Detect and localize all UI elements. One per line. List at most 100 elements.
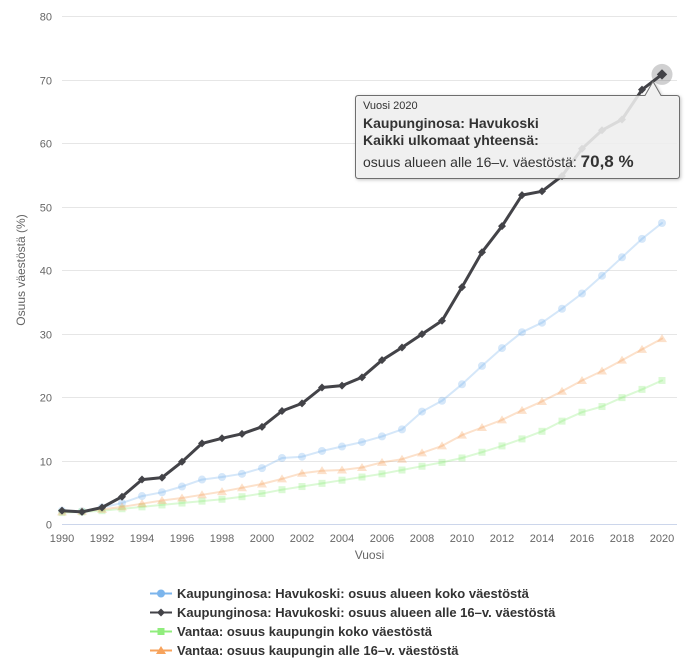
data-point[interactable] (458, 380, 466, 389)
data-point[interactable] (338, 442, 346, 451)
data-point[interactable] (438, 396, 446, 405)
data-point[interactable] (318, 383, 326, 392)
legend-item-2[interactable]: Vantaa: osuus kaupungin koko väestöstä (150, 622, 692, 641)
data-point[interactable] (198, 475, 206, 484)
data-point[interactable] (518, 191, 526, 200)
data-point[interactable] (598, 271, 606, 280)
series-line-0[interactable] (61, 222, 663, 513)
data-point[interactable] (497, 415, 507, 424)
legend-item-1[interactable]: Kaupunginosa: Havukoski: osuus alueen al… (150, 603, 692, 622)
data-point[interactable] (638, 234, 646, 243)
legend-marker-shape[interactable] (156, 646, 166, 654)
data-point[interactable] (318, 479, 326, 487)
data-point[interactable] (478, 248, 486, 257)
data-point[interactable] (397, 454, 407, 463)
data-point[interactable] (238, 429, 246, 438)
legend-marker-shape[interactable] (157, 589, 165, 598)
data-point[interactable] (278, 486, 286, 494)
data-point[interactable] (458, 283, 466, 292)
data-point[interactable] (198, 497, 206, 505)
data-point[interactable] (177, 493, 187, 502)
data-point[interactable] (218, 495, 226, 503)
data-point[interactable] (197, 490, 207, 499)
data-point[interactable] (518, 328, 526, 337)
line-chart-svg[interactable]: 0 10 20 30 40 50 60 70 80 1990 1992 1994 1996 1998 200… (0, 0, 692, 580)
data-point[interactable] (657, 334, 667, 343)
data-point[interactable] (597, 366, 607, 375)
data-point[interactable] (538, 318, 546, 327)
data-point[interactable] (318, 446, 326, 455)
data-point[interactable] (438, 316, 446, 325)
data-point[interactable] (658, 376, 666, 384)
data-point[interactable] (377, 457, 387, 466)
data-point[interactable] (337, 465, 347, 474)
data-point[interactable] (498, 344, 506, 353)
data-point[interactable] (438, 458, 446, 466)
data-point[interactable] (317, 466, 327, 475)
data-point[interactable] (178, 457, 186, 466)
data-point[interactable] (498, 442, 506, 450)
data-point[interactable] (518, 435, 526, 443)
data-point[interactable] (638, 385, 646, 393)
data-point[interactable] (278, 406, 286, 415)
data-point[interactable] (638, 85, 646, 94)
data-point[interactable] (557, 386, 567, 395)
data-point[interactable] (398, 425, 406, 434)
data-point[interactable] (158, 501, 166, 509)
data-point[interactable] (478, 448, 486, 456)
data-point[interactable] (358, 473, 366, 481)
data-point[interactable] (398, 466, 406, 474)
data-point[interactable] (277, 474, 287, 483)
series-line-3[interactable] (61, 337, 663, 513)
data-point[interactable] (298, 483, 306, 491)
data-point[interactable] (418, 407, 426, 416)
data-point[interactable] (457, 430, 467, 439)
data-point[interactable] (138, 503, 146, 511)
data-point[interactable] (517, 405, 527, 414)
data-point[interactable] (658, 219, 666, 228)
data-point[interactable] (238, 493, 246, 501)
data-point[interactable] (237, 483, 247, 492)
data-point[interactable] (118, 492, 126, 501)
legend-item-3[interactable]: Vantaa: osuus kaupungin alle 16–v. väest… (150, 641, 692, 660)
data-point[interactable] (417, 448, 427, 457)
data-point[interactable] (477, 422, 487, 431)
data-point[interactable] (577, 375, 587, 384)
data-point[interactable] (498, 222, 506, 231)
data-point[interactable] (618, 394, 626, 402)
data-point[interactable] (58, 506, 66, 515)
data-point[interactable] (278, 453, 286, 462)
data-point[interactable] (117, 502, 127, 511)
data-point[interactable] (218, 434, 226, 443)
data-point[interactable] (178, 482, 186, 491)
data-point[interactable] (158, 488, 166, 497)
data-point[interactable] (617, 355, 627, 364)
legend-item-0[interactable]: Kaupunginosa: Havukoski: osuus alueen ko… (150, 584, 692, 603)
data-point[interactable] (178, 499, 186, 507)
data-point[interactable] (418, 462, 426, 470)
data-point[interactable] (398, 343, 406, 352)
data-point[interactable] (378, 432, 386, 441)
data-point[interactable] (537, 396, 547, 405)
data-point[interactable] (298, 452, 306, 461)
data-point[interactable] (578, 408, 586, 416)
data-point[interactable] (598, 403, 606, 411)
data-point[interactable] (258, 422, 266, 431)
data-point[interactable] (478, 361, 486, 370)
data-point[interactable] (138, 475, 146, 484)
data-point[interactable] (118, 505, 126, 513)
data-point[interactable] (538, 427, 546, 435)
data-point[interactable] (118, 499, 126, 508)
data-point[interactable] (297, 468, 307, 477)
data-point[interactable] (157, 496, 167, 505)
data-point[interactable] (198, 439, 206, 448)
data-point[interactable] (98, 503, 106, 512)
data-point[interactable] (558, 417, 566, 425)
data-point[interactable] (78, 507, 86, 516)
data-point[interactable] (357, 462, 367, 471)
data-point[interactable] (238, 469, 246, 478)
data-point[interactable] (298, 399, 306, 408)
hovered-data-point[interactable] (656, 69, 668, 80)
data-point[interactable] (358, 373, 366, 382)
data-point[interactable] (258, 490, 266, 498)
